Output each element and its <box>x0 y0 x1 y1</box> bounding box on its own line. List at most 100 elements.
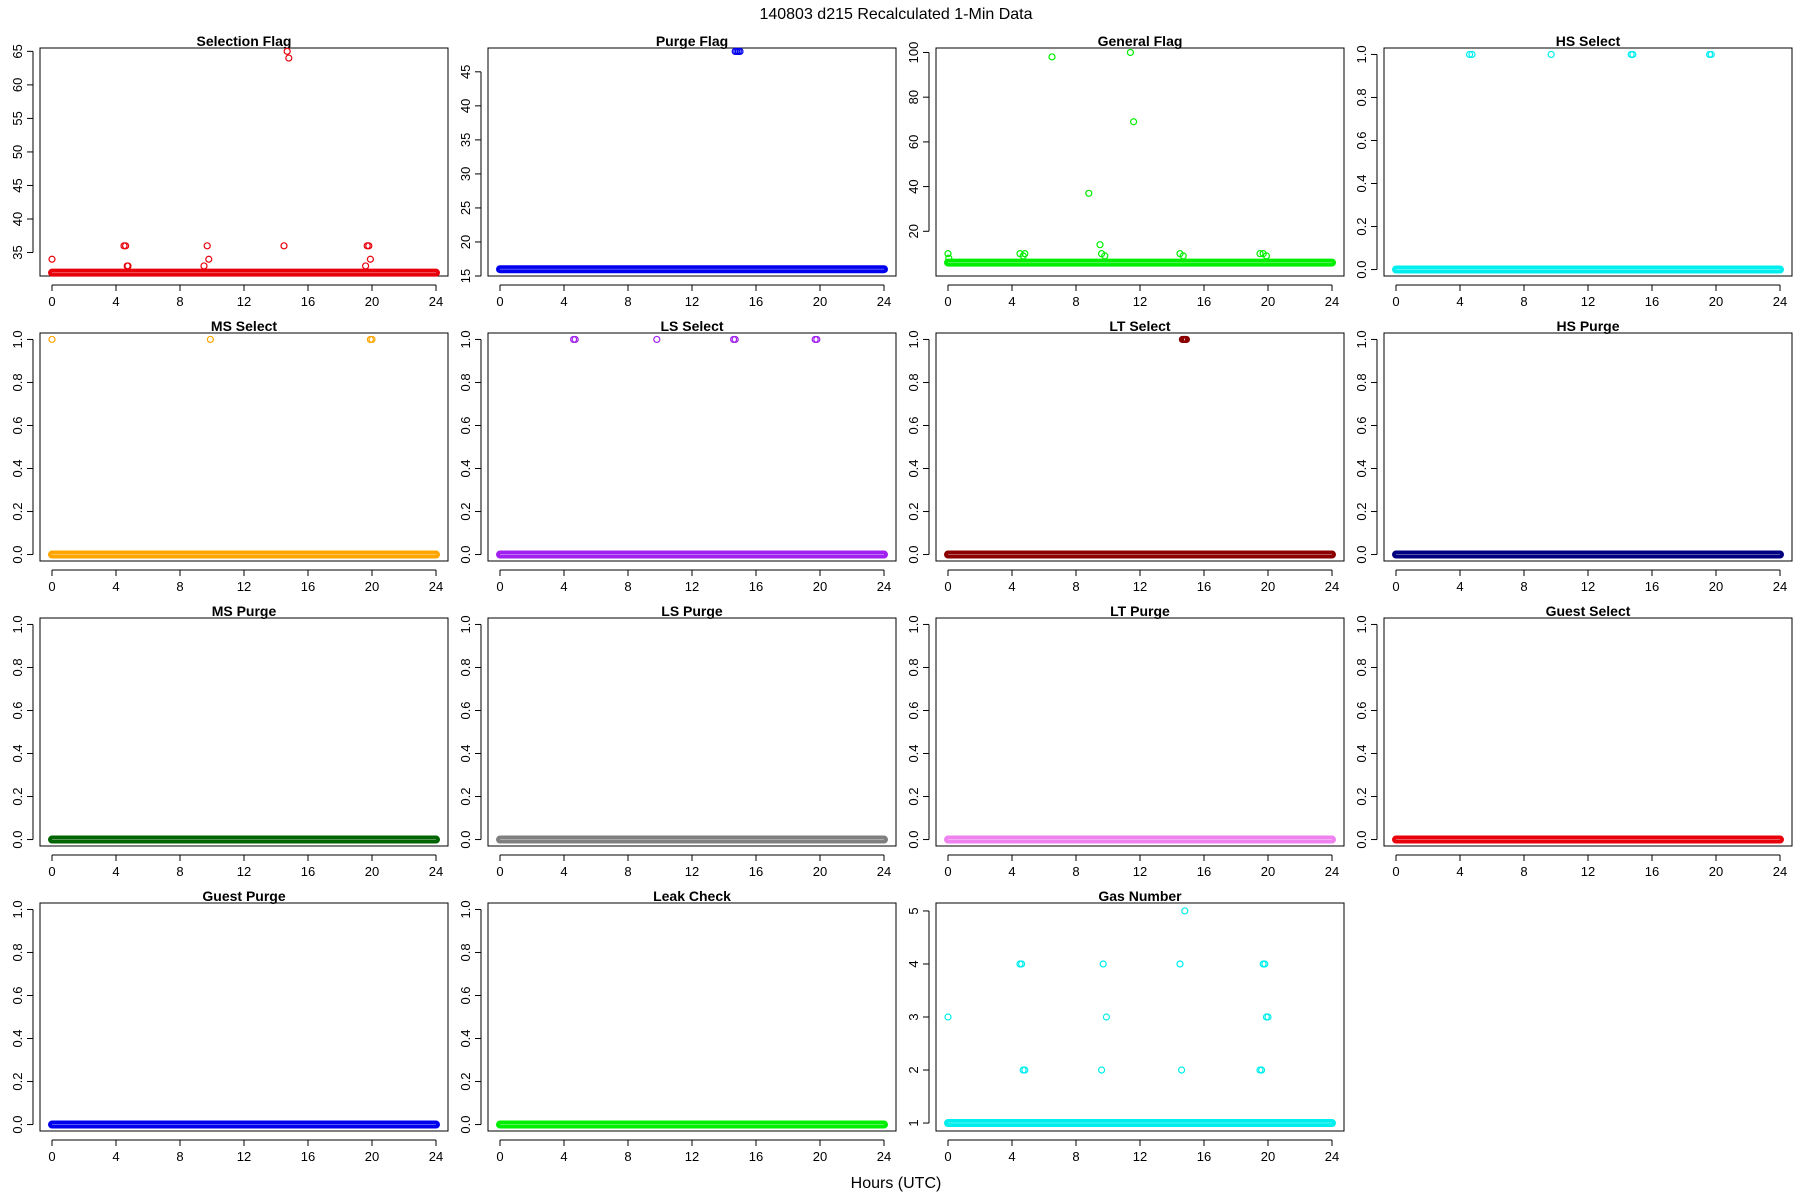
y-tick-label: 1.0 <box>10 330 25 348</box>
data-point <box>365 242 373 250</box>
y-tick-label: 1.0 <box>906 615 921 633</box>
x-tick-label: 4 <box>1008 864 1015 879</box>
data-point <box>200 262 208 270</box>
y-tick-label: 0.8 <box>458 373 473 391</box>
x-tick-label: 12 <box>1133 294 1147 309</box>
y-tick-label: 2 <box>906 1066 921 1073</box>
x-tick-label: 16 <box>301 294 315 309</box>
y-tick-label: 0.6 <box>906 701 921 719</box>
data-point <box>1021 250 1029 258</box>
y-tick-label: 0.0 <box>1354 546 1369 564</box>
y-tick-label: 40 <box>458 99 473 113</box>
y-tick-label: 0.4 <box>1354 744 1369 762</box>
x-tick-label: 12 <box>237 294 251 309</box>
x-tick-label: 20 <box>813 864 827 879</box>
x-tick-label: 4 <box>560 1149 567 1164</box>
y-tick-label: 0.4 <box>10 744 25 762</box>
panel: HS Purge 0 4 8 12 16 20 24 0.0 0.2 0.4 0.6 0.8 1.0 <box>1354 318 1793 594</box>
y-tick-label: 0.8 <box>906 658 921 676</box>
x-tick-label: 24 <box>877 294 891 309</box>
x-tick-label: 24 <box>1325 864 1339 879</box>
y-tick-label: 1.0 <box>906 330 921 348</box>
plot-frame <box>1383 47 1793 277</box>
y-tick-label: 1.0 <box>458 900 473 918</box>
y-tick-label: 0.4 <box>10 1029 25 1047</box>
x-tick-label: 24 <box>1773 294 1787 309</box>
y-tick-label: 60 <box>10 78 25 92</box>
y-tick-label: 60 <box>906 135 921 149</box>
y-tick-label: 0.6 <box>10 986 25 1004</box>
y-tick-label: 30 <box>458 167 473 181</box>
y-tick-label: 0.0 <box>1354 831 1369 849</box>
data-point <box>1257 1066 1266 1074</box>
y-tick-label: 35 <box>458 133 473 147</box>
y-tick-label: 0.4 <box>1354 459 1369 477</box>
figure-title: 140803 d215 Recalculated 1-Min Data <box>759 6 1032 23</box>
x-tick-label: 12 <box>1581 864 1595 879</box>
data-point <box>124 262 132 270</box>
data-point <box>731 335 739 344</box>
x-tick-label: 16 <box>301 1149 315 1164</box>
panel: MS Select 0 4 8 12 16 20 24 0.0 0.2 0.4 0.6 0.8 1.0 <box>10 318 449 594</box>
panel: Guest Select 0 4 8 12 16 20 24 0.0 0.2 0.4 0.6 0.8 1.… <box>1354 603 1793 879</box>
data-point <box>1262 252 1271 260</box>
x-tick-label: 0 <box>48 579 55 594</box>
plot-frame <box>39 617 449 847</box>
x-tick-label: 20 <box>365 294 379 309</box>
y-tick-label: 0.4 <box>906 459 921 477</box>
data-point <box>1048 53 1056 61</box>
data-point <box>813 335 821 344</box>
x-tick-label: 4 <box>1008 579 1015 594</box>
y-tick-label: 0.4 <box>458 459 473 477</box>
x-tick-label: 8 <box>624 579 631 594</box>
data-point <box>1099 960 1107 968</box>
x-tick-label: 0 <box>944 579 951 594</box>
x-tick-label: 4 <box>1456 579 1463 594</box>
data-point <box>285 54 293 62</box>
x-tick-label: 12 <box>237 864 251 879</box>
data-point <box>1179 252 1187 260</box>
x-tick-label: 4 <box>560 579 567 594</box>
data-point <box>1465 50 1474 59</box>
x-tick-label: 12 <box>237 579 251 594</box>
y-tick-label: 0.6 <box>458 416 473 434</box>
y-tick-label: 0.6 <box>458 701 473 719</box>
y-tick-label: 0.4 <box>458 1029 473 1047</box>
y-tick-label: 80 <box>906 90 921 104</box>
panel-title: HS Purge <box>1556 318 1619 334</box>
y-tick-label: 15 <box>458 269 473 283</box>
panel-title: LS Purge <box>661 603 723 619</box>
x-tick-label: 24 <box>429 294 443 309</box>
y-tick-label: 0.6 <box>10 701 25 719</box>
y-tick-label: 0.2 <box>458 502 473 520</box>
y-tick-label: 1.0 <box>1354 615 1369 633</box>
data-point <box>1126 48 1135 57</box>
y-tick-label: 0.8 <box>458 943 473 961</box>
x-axis-label: Hours (UTC) <box>851 1175 942 1192</box>
y-tick-label: 0.0 <box>906 546 921 564</box>
panel-title: LT Select <box>1109 318 1171 334</box>
x-tick-label: 12 <box>1133 1149 1147 1164</box>
y-tick-label: 5 <box>906 907 921 914</box>
y-tick-label: 35 <box>10 245 25 259</box>
data-point <box>944 250 952 258</box>
panel: Selection Flag 0 4 8 12 16 20 24 35 40 45 50 55 60 65 <box>10 33 449 309</box>
y-tick-label: 1.0 <box>458 615 473 633</box>
x-tick-label: 0 <box>1392 294 1399 309</box>
x-tick-label: 8 <box>624 1149 631 1164</box>
y-tick-label: 0.0 <box>458 831 473 849</box>
y-tick-label: 0.6 <box>906 416 921 434</box>
x-tick-label: 4 <box>112 864 119 879</box>
x-tick-label: 4 <box>560 864 567 879</box>
panel-title: MS Select <box>211 318 277 334</box>
y-tick-label: 25 <box>458 201 473 215</box>
x-tick-label: 8 <box>1072 1149 1079 1164</box>
data-point <box>1256 250 1264 258</box>
panel: LS Select 0 4 8 12 16 20 24 0.0 0.2 0.4 0.6 0.8 1.0 <box>458 318 897 594</box>
x-tick-label: 12 <box>685 864 699 879</box>
y-tick-label: 20 <box>458 235 473 249</box>
y-tick-label: 0.0 <box>906 831 921 849</box>
data-point <box>945 254 953 262</box>
x-tick-label: 16 <box>1645 579 1659 594</box>
x-tick-label: 24 <box>1325 579 1339 594</box>
